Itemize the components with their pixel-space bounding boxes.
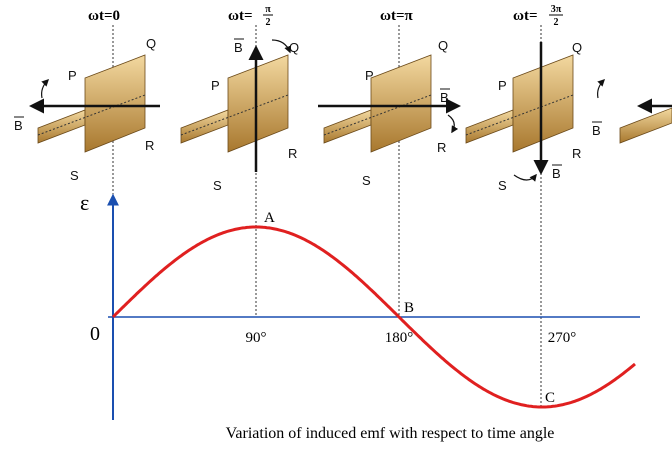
emf-curve [111,225,636,409]
field-label: B [552,166,561,181]
vector-arrows [14,38,602,166]
coil [465,54,574,153]
angle-label: 180° [385,330,414,346]
field-arrows [29,42,672,175]
p: P [68,68,77,83]
caption: Variation of induced emf with respect to… [226,425,555,442]
q: Q [572,40,582,55]
coil-labels: P Q R S P Q R S P Q R S P Q R S B B B B … [14,36,601,193]
coil [619,107,672,144]
p: P [365,68,374,83]
svg-text:ωt=π: ωt=π [380,8,414,24]
coil [180,54,289,153]
s: S [498,178,507,193]
r: R [145,138,154,153]
field-label: B [14,118,23,133]
field-label: B [234,40,243,55]
point-label: B [404,300,414,316]
phase-value: 0 [113,8,121,24]
field-label: B [440,90,449,105]
svg-text:ωt=0: ωt=0 [88,8,120,24]
p: P [211,78,220,93]
phase-prefix: ωt= [88,8,113,24]
field-label: B [592,123,601,138]
q: Q [289,40,299,55]
s: S [70,168,79,183]
r: R [288,146,297,161]
y-axis-label: ε [80,190,89,215]
phase-denominator: 2 [266,17,271,28]
point-label: C [545,390,555,406]
phase-prefix: ωt= [228,8,253,24]
phase-headers: ωt=0 ωt= π 2 ωt=π ωt= 3π 2 [88,4,563,28]
r: R [572,146,581,161]
q: Q [146,36,156,51]
s: S [213,178,222,193]
phase-value: π [405,8,414,24]
origin-label: 0 [90,323,100,345]
point-label: A [264,210,275,226]
angle-label: 270° [548,330,577,346]
phase-denominator: 2 [554,17,559,28]
phase-numerator: 3π [551,4,562,15]
phase-numerator: π [265,4,271,15]
phase-prefix: ωt= [380,8,405,24]
s: S [362,173,371,188]
r: R [437,140,446,155]
q: Q [438,38,448,53]
p: P [498,78,507,93]
angle-label: 90° [246,330,267,346]
coil [37,54,146,153]
phase-lines [112,25,542,408]
phase-prefix: ωt= [513,8,538,24]
rotation-arrows [41,39,606,182]
coil [323,54,432,153]
